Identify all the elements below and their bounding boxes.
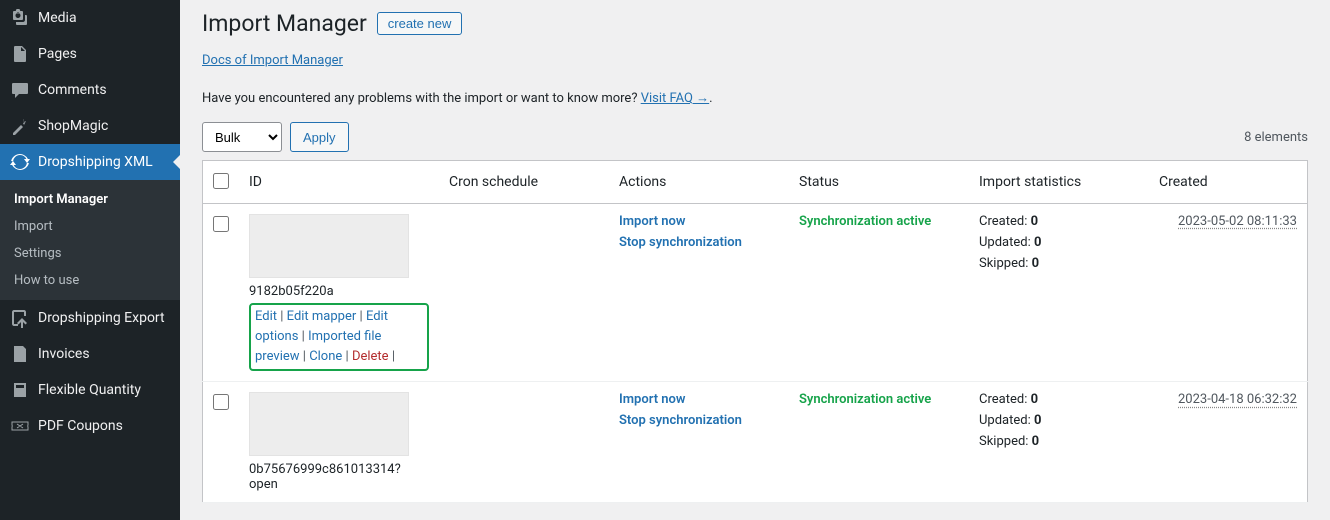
row-actions: Edit | Edit mapper | Edit options | Impo… [249, 303, 429, 371]
stop-sync-link[interactable]: Stop synchronization [619, 413, 779, 428]
doc-icon [10, 344, 30, 364]
export-icon [10, 308, 30, 328]
sync-icon [10, 152, 30, 172]
sidebar-item-label: Comments [38, 82, 107, 98]
select-all-checkbox[interactable] [213, 173, 229, 189]
row-id-text: 9182b05f220a [249, 284, 429, 299]
stat-skipped: Skipped: 0 [979, 434, 1139, 449]
sidebar-item-label: Pages [38, 46, 77, 62]
sidebar-submenu: Import Manager Import Settings How to us… [0, 180, 180, 300]
sidebar-item-invoices[interactable]: Invoices [0, 336, 180, 372]
column-header-stats: Import statistics [969, 161, 1149, 204]
table-row: 0b75676999c861013314?open Import now Stop … [203, 382, 1308, 503]
sidebar-item-shopmagic[interactable]: ShopMagic [0, 108, 180, 144]
comment-icon [10, 80, 30, 100]
active-arrow-icon [173, 154, 181, 170]
created-timestamp: 2023-04-18 06:32:32 [1159, 392, 1297, 407]
edit-mapper-link[interactable]: Edit mapper [287, 309, 357, 324]
stop-sync-link[interactable]: Stop synchronization [619, 235, 779, 250]
coupon-icon [10, 416, 30, 436]
sidebar-item-media[interactable]: Media [0, 0, 180, 36]
sidebar-item-comments[interactable]: Comments [0, 72, 180, 108]
import-now-link[interactable]: Import now [619, 392, 779, 407]
submenu-item-import[interactable]: Import [0, 213, 180, 240]
apply-button[interactable]: Apply [290, 122, 349, 152]
import-list-table: ID Cron schedule Actions Status Import s… [202, 160, 1308, 503]
column-header-actions: Actions [609, 161, 789, 204]
column-header-id[interactable]: ID [239, 161, 439, 204]
row-id-text: 0b75676999c861013314?open [249, 462, 429, 492]
media-icon [10, 8, 30, 28]
row-checkbox[interactable] [213, 216, 229, 232]
cron-cell [439, 204, 609, 382]
calc-icon [10, 380, 30, 400]
sidebar-item-label: Dropshipping XML [38, 154, 153, 170]
row-thumbnail [249, 214, 409, 278]
submenu-item-how-to-use[interactable]: How to use [0, 267, 180, 294]
sidebar-item-dropshipping-xml[interactable]: Dropshipping XML [0, 144, 180, 180]
sidebar-item-label: PDF Coupons [38, 418, 123, 434]
sidebar-item-label: Dropshipping Export [38, 310, 165, 326]
submenu-item-import-manager[interactable]: Import Manager [0, 186, 180, 213]
cron-cell [439, 382, 609, 503]
main-content: Import Manager create new Docs of Import… [180, 0, 1330, 520]
sidebar-item-dropshipping-export[interactable]: Dropshipping Export [0, 300, 180, 336]
create-new-button[interactable]: create new [377, 12, 463, 35]
page-title: Import Manager [202, 10, 367, 37]
import-now-link[interactable]: Import now [619, 214, 779, 229]
status-badge: Synchronization active [799, 214, 931, 229]
sidebar-item-label: ShopMagic [38, 118, 108, 134]
sidebar-item-label: Flexible Quantity [38, 382, 141, 398]
bulk-action-select[interactable]: Bulk [202, 122, 282, 152]
clone-link[interactable]: Clone [309, 349, 342, 364]
table-row: 9182b05f220a Edit | Edit mapper | Edit op… [203, 204, 1308, 382]
row-thumbnail [249, 392, 409, 456]
stat-updated: Updated: 0 [979, 413, 1139, 428]
sidebar-item-pages[interactable]: Pages [0, 36, 180, 72]
page-description: Have you encountered any problems with t… [202, 90, 1308, 106]
stat-updated: Updated: 0 [979, 235, 1139, 250]
column-header-cron: Cron schedule [439, 161, 609, 204]
stat-created: Created: 0 [979, 392, 1139, 407]
admin-sidebar: Media Pages Comments ShopMagic Dropshipp [0, 0, 180, 520]
edit-link[interactable]: Edit [255, 309, 277, 324]
sidebar-item-pdf-coupons[interactable]: PDF Coupons [0, 408, 180, 444]
wand-icon [10, 116, 30, 136]
sidebar-item-label: Media [38, 10, 77, 26]
row-checkbox[interactable] [213, 394, 229, 410]
column-header-status: Status [789, 161, 969, 204]
submenu-item-settings[interactable]: Settings [0, 240, 180, 267]
stat-created: Created: 0 [979, 214, 1139, 229]
element-count: 8 elements [1244, 130, 1308, 145]
sidebar-item-flexible-quantity[interactable]: Flexible Quantity [0, 372, 180, 408]
page-icon [10, 44, 30, 64]
stat-skipped: Skipped: 0 [979, 256, 1139, 271]
docs-link[interactable]: Docs of Import Manager [202, 53, 343, 68]
created-timestamp: 2023-05-02 08:11:33 [1159, 214, 1297, 229]
delete-link[interactable]: Delete [352, 349, 389, 364]
faq-link[interactable]: Visit FAQ → [641, 91, 709, 106]
column-header-created: Created [1149, 161, 1308, 204]
sidebar-item-label: Invoices [38, 346, 90, 362]
status-badge: Synchronization active [799, 392, 931, 407]
